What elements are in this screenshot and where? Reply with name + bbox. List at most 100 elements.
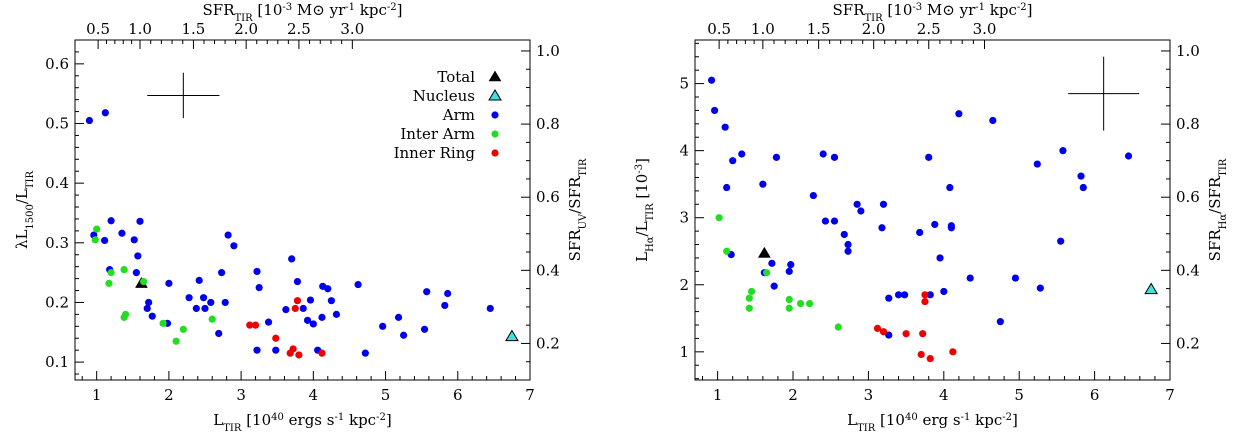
arm-point [738, 150, 746, 158]
x-tick-label: 6 [1090, 386, 1100, 404]
arm-point [118, 229, 126, 237]
inter-arm-point [105, 279, 113, 287]
arm-point [195, 276, 203, 284]
arm-point [379, 322, 387, 330]
x-tick-label: 5 [1014, 386, 1024, 404]
arm-point [894, 291, 903, 299]
nucleus-point [505, 329, 519, 342]
arm-point [215, 329, 223, 338]
arm-point [132, 269, 140, 277]
arm-point [916, 228, 924, 237]
arm-point [785, 267, 793, 275]
arm-point [253, 267, 261, 276]
right-tick-label: 0.2 [536, 334, 560, 352]
y-tick-label: 0.5 [45, 115, 69, 133]
arm-point [857, 207, 865, 215]
legend-label: Nucleus [413, 87, 475, 105]
top-tick-label: 2.0 [234, 20, 258, 38]
arm-point [1011, 274, 1020, 282]
arm-point [821, 217, 830, 225]
arm-point [230, 242, 238, 250]
y-tick-label: 0.4 [45, 174, 69, 192]
inner-ring-point [917, 350, 925, 359]
arm-point [423, 288, 431, 296]
inner-ring-point [902, 330, 910, 338]
inter-arm-point [806, 299, 814, 308]
chart-panel-1: 1 2 3 4 5 6 7 0.1 0.2 0.3 0.4 0.5 0.6 0.2 0.4 0.6 0.8 1.0… [13, 1, 589, 434]
arm-point [221, 298, 229, 307]
arm-point [853, 200, 861, 208]
y-axis-title: λL1500/LTIR [13, 170, 36, 249]
arm-point [318, 313, 326, 321]
arm-point [101, 236, 109, 245]
arm-point [721, 123, 729, 131]
legend-marker [491, 149, 499, 157]
inner-ring-point [921, 297, 929, 306]
top-axis-title: SFRTIR [10-3 M⊙ yr-1 kpc-2] [833, 1, 1033, 24]
arm-point [253, 346, 261, 354]
arm-point [207, 298, 215, 307]
inter-arm-point [107, 269, 115, 277]
inter-arm-point [159, 319, 167, 327]
right-tick-label: 0.8 [536, 115, 560, 133]
top-tick-label: 3.0 [340, 20, 364, 38]
inter-arm-point [763, 269, 771, 277]
inter-arm-point [745, 304, 753, 312]
inner-ring-point [318, 349, 326, 357]
arm-point [809, 191, 817, 200]
arm-point [711, 106, 719, 115]
inner-ring-point [272, 334, 280, 342]
x-tick-label: 3 [236, 386, 246, 404]
arm-point [931, 220, 939, 229]
arm-point [840, 230, 848, 239]
arm-point [885, 294, 893, 302]
arm-point [309, 320, 317, 328]
y-tick-label: 0.3 [45, 234, 69, 252]
arm-point [130, 236, 138, 244]
inner-ring-point [949, 348, 957, 356]
x-tick-label: 3 [864, 386, 874, 404]
arm-point [966, 274, 974, 282]
arm-point [303, 316, 312, 324]
arm-point [772, 153, 781, 161]
y-tick-label: 4 [679, 142, 689, 160]
x-tick-label: 2 [788, 386, 798, 404]
arm-point [224, 231, 232, 239]
arm-point [354, 280, 362, 289]
top-tick-label: 2.5 [287, 20, 311, 38]
arm-point [1059, 147, 1067, 155]
arm-point [830, 153, 839, 161]
inter-arm-point [93, 225, 101, 233]
inner-ring-point [291, 304, 299, 313]
arm-point [444, 289, 452, 298]
inner-ring-point [246, 321, 254, 329]
inter-arm-point [785, 295, 793, 304]
arm-point [282, 306, 290, 314]
arm-point [192, 304, 200, 313]
arm-point [1077, 172, 1085, 180]
right-tick-label: 0.6 [536, 188, 560, 206]
arm-point [901, 291, 909, 299]
arm-point [844, 247, 852, 255]
inter-arm-point [745, 294, 753, 302]
top-tick-label: 1.0 [128, 20, 152, 38]
arm-point [264, 318, 273, 326]
inner-ring-point [919, 330, 927, 338]
arm-point [148, 312, 156, 320]
arm-point [165, 279, 173, 287]
arm-point [299, 304, 307, 313]
arm-point [955, 110, 963, 118]
arm-point [830, 217, 839, 225]
inter-arm-point [121, 310, 130, 318]
arm-point [306, 296, 315, 304]
arm-point [819, 150, 827, 158]
y-tick-label: 0.2 [45, 293, 69, 311]
legend-marker [488, 89, 502, 101]
top-tick-label: 1.0 [751, 20, 775, 38]
arm-point [1079, 183, 1087, 192]
arm-point [1124, 152, 1133, 160]
inner-ring-point [251, 321, 260, 329]
arm-point [947, 222, 955, 230]
inter-arm-point [172, 337, 180, 345]
